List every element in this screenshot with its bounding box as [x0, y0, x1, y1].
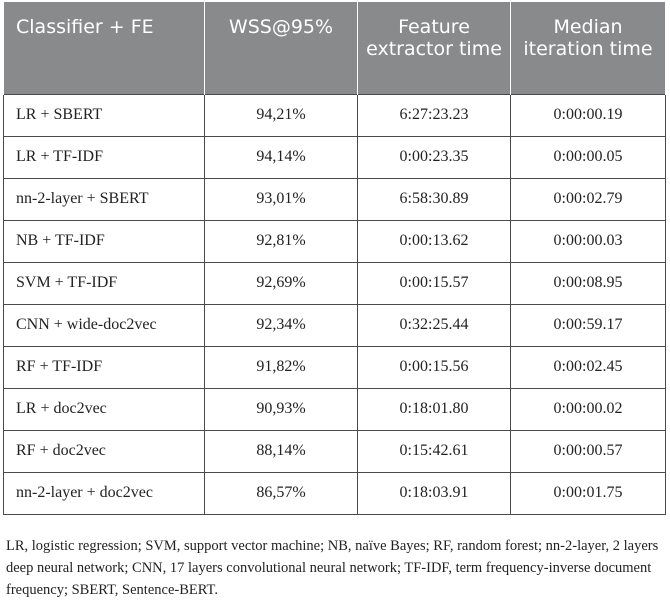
- cell-iteration-time: 0:00:02.79: [510, 177, 666, 221]
- table-row: CNN + wide-doc2vec 92,34% 0:32:25.44 0:0…: [3, 303, 666, 347]
- table-row: SVM + TF-IDF 92,69% 0:00:15.57 0:00:08.9…: [3, 261, 666, 305]
- table-row: RF + doc2vec 88,14% 0:15:42.61 0:00:00.5…: [3, 429, 666, 473]
- cell-feature-time: 0:00:15.56: [357, 345, 511, 389]
- cell-wss95: 93,01%: [204, 177, 358, 221]
- header-row: Classifier + FE WSS@95% Feature extracto…: [3, 2, 666, 94]
- cell-classifier: RF + TF-IDF: [3, 345, 205, 389]
- header-median-iteration-time: Median iteration time: [510, 2, 666, 94]
- cell-wss95: 92,34%: [204, 303, 358, 347]
- cell-wss95: 90,93%: [204, 387, 358, 431]
- cell-wss95: 86,57%: [204, 471, 358, 515]
- cell-iteration-time: 0:00:02.45: [510, 345, 666, 389]
- cell-feature-time: 0:00:13.62: [357, 219, 511, 263]
- cell-feature-time: 0:00:23.35: [357, 135, 511, 179]
- cell-wss95: 92,81%: [204, 219, 358, 263]
- header-feature-extractor-time: Feature extractor time: [357, 2, 511, 94]
- cell-classifier: RF + doc2vec: [3, 429, 205, 473]
- cell-classifier: LR + TF-IDF: [3, 135, 205, 179]
- cell-iteration-time: 0:00:00.03: [510, 219, 666, 263]
- cell-classifier: nn-2-layer + doc2vec: [3, 471, 205, 515]
- cell-feature-time: 0:18:01.80: [357, 387, 511, 431]
- cell-classifier: nn-2-layer + SBERT: [3, 177, 205, 221]
- cell-feature-time: 0:18:03.91: [357, 471, 511, 515]
- table-row: nn-2-layer + SBERT 93,01% 6:58:30.89 0:0…: [3, 177, 666, 221]
- cell-feature-time: 6:58:30.89: [357, 177, 511, 221]
- table-row: LR + TF-IDF 94,14% 0:00:23.35 0:00:00.05: [3, 135, 666, 179]
- results-table: Classifier + FE WSS@95% Feature extracto…: [3, 2, 666, 515]
- header-classifier-fe: Classifier + FE: [3, 2, 205, 94]
- cell-iteration-time: 0:00:00.19: [510, 93, 666, 137]
- table-body: LR + SBERT 94,21% 6:27:23.23 0:00:00.19 …: [3, 93, 666, 515]
- table-row: NB + TF-IDF 92,81% 0:00:13.62 0:00:00.03: [3, 219, 666, 263]
- table-row: RF + TF-IDF 91,82% 0:00:15.56 0:00:02.45: [3, 345, 666, 389]
- cell-feature-time: 0:15:42.61: [357, 429, 511, 473]
- table-header: Classifier + FE WSS@95% Feature extracto…: [3, 2, 666, 94]
- table-row: LR + SBERT 94,21% 6:27:23.23 0:00:00.19: [3, 93, 666, 137]
- cell-classifier: SVM + TF-IDF: [3, 261, 205, 305]
- cell-wss95: 91,82%: [204, 345, 358, 389]
- table-footnote: LR, logistic regression; SVM, support ve…: [6, 538, 659, 598]
- cell-classifier: NB + TF-IDF: [3, 219, 205, 263]
- cell-feature-time: 0:32:25.44: [357, 303, 511, 347]
- cell-wss95: 88,14%: [204, 429, 358, 473]
- cell-wss95: 94,14%: [204, 135, 358, 179]
- cell-wss95: 94,21%: [204, 93, 358, 137]
- cell-iteration-time: 0:00:00.05: [510, 135, 666, 179]
- cell-wss95: 92,69%: [204, 261, 358, 305]
- cell-classifier: LR + doc2vec: [3, 387, 205, 431]
- table-row: LR + doc2vec 90,93% 0:18:01.80 0:00:00.0…: [3, 387, 666, 431]
- cell-classifier: CNN + wide-doc2vec: [3, 303, 205, 347]
- cell-feature-time: 6:27:23.23: [357, 93, 511, 137]
- table-row: nn-2-layer + doc2vec 86,57% 0:18:03.91 0…: [3, 471, 666, 515]
- cell-classifier: LR + SBERT: [3, 93, 205, 137]
- cell-iteration-time: 0:00:00.02: [510, 387, 666, 431]
- cell-iteration-time: 0:00:00.57: [510, 429, 666, 473]
- results-table-container: Classifier + FE WSS@95% Feature extracto…: [3, 2, 666, 515]
- cell-iteration-time: 0:00:59.17: [510, 303, 666, 347]
- cell-feature-time: 0:00:15.57: [357, 261, 511, 305]
- cell-iteration-time: 0:00:08.95: [510, 261, 666, 305]
- cell-iteration-time: 0:00:01.75: [510, 471, 666, 515]
- header-wss95: WSS@95%: [204, 2, 358, 94]
